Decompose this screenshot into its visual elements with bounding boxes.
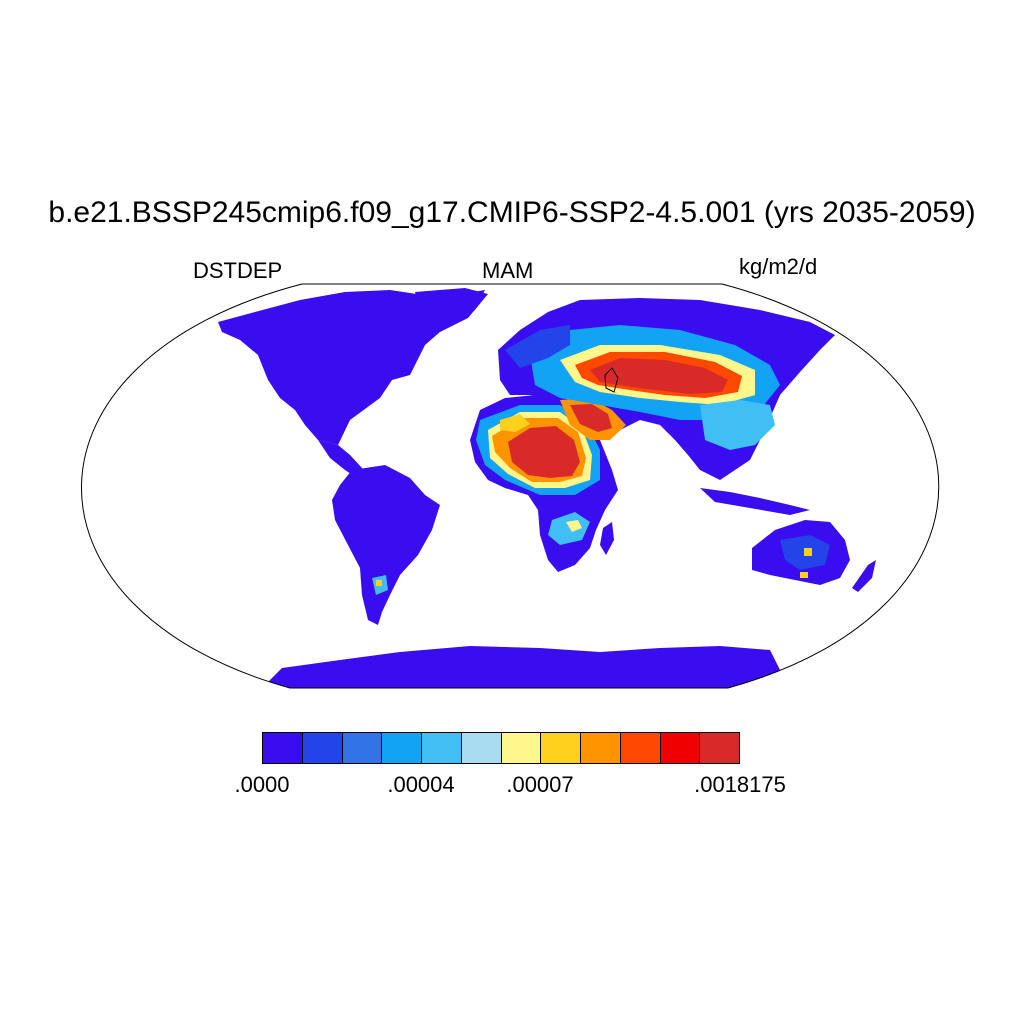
colorbar-swatch (501, 733, 542, 763)
colorbar-swatch (342, 733, 383, 763)
madagascar (600, 522, 614, 555)
south-america (332, 465, 440, 625)
variable-label: DSTDEP (193, 258, 283, 283)
season-label: MAM (482, 258, 534, 283)
colorbar-swatch (422, 733, 462, 763)
map-title: b.e21.BSSP245cmip6.f09_g17.CMIP6-SSP2-4.… (48, 196, 976, 229)
colorbar (262, 732, 740, 764)
units-label: kg/m2/d (739, 254, 818, 279)
colorbar-swatch (700, 733, 739, 763)
colorbar-swatch (461, 733, 502, 763)
colorbar-swatch (302, 733, 343, 763)
colorbar-label: .0000 (234, 772, 290, 797)
colorbar-label: .00007 (506, 772, 574, 797)
antarctica (260, 646, 790, 688)
colorbar-label: .00004 (387, 772, 455, 797)
north-america (218, 290, 485, 445)
indonesia (700, 488, 810, 515)
colorbar-swatch (660, 733, 701, 763)
colorbar-swatch (620, 733, 661, 763)
colorbar-swatch (541, 733, 581, 763)
colorbar-swatch (581, 733, 621, 763)
colorbar-label: .0018175 (694, 772, 786, 797)
colorbar-swatch (263, 733, 303, 763)
greenland (415, 288, 488, 332)
colorbar-swatch (382, 733, 422, 763)
new-zealand (852, 560, 876, 592)
